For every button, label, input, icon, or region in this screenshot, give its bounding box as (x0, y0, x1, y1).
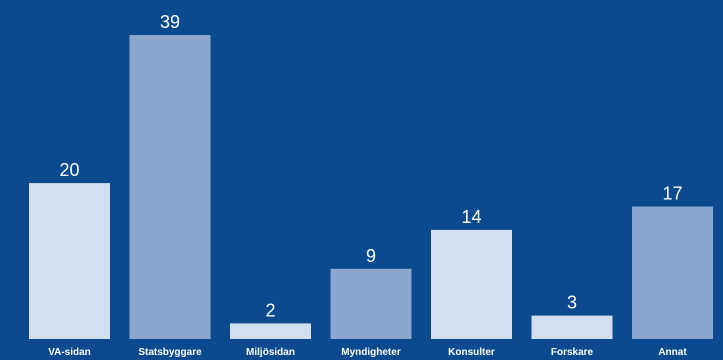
category-label-4: Myndigheter (341, 347, 401, 358)
value-label-5: 14 (461, 207, 481, 227)
category-labels-group: VA-sidan Statsbyggare Miljösidan Myndighete… (48, 347, 687, 358)
bar-3 (230, 323, 311, 339)
category-label-5: Konsulter (448, 347, 495, 358)
value-label-4: 9 (366, 246, 376, 266)
category-label-3: Miljösidan (246, 347, 295, 358)
category-label-1: VA-sidan (48, 347, 91, 358)
bar-1 (29, 183, 110, 339)
value-label-7: 17 (662, 184, 682, 204)
value-labels-group: 20 39 2 9 14 3 17 (59, 12, 682, 320)
value-label-3: 2 (265, 300, 275, 320)
value-label-6: 3 (567, 293, 577, 313)
category-label-2: Statsbyggare (138, 347, 202, 358)
category-label-7: Annat (658, 347, 687, 358)
bar-6 (531, 315, 613, 339)
bars-group (29, 35, 713, 339)
bar-2 (129, 35, 211, 339)
bar-7 (632, 206, 713, 339)
bar-4 (330, 268, 412, 339)
value-label-1: 20 (59, 160, 79, 180)
category-label-6: Forskare (551, 347, 594, 358)
value-label-2: 39 (160, 12, 180, 32)
bar-5 (431, 229, 512, 339)
